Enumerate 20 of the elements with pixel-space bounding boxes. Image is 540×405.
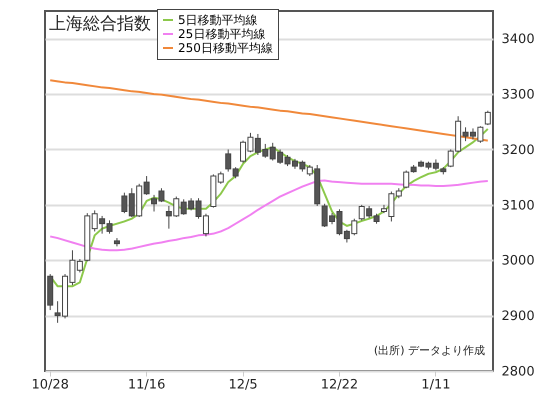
annotation: (出所) データより作成 (374, 344, 485, 357)
candlestick (484, 110, 491, 126)
legend-label: 5日移動平均線 (178, 13, 258, 27)
y-tick-label: 2900 (502, 309, 535, 324)
x-tick-label: 12/5 (228, 378, 258, 392)
x-tick-label: 1/11 (421, 378, 450, 392)
x-tick-label: 11/16 (128, 378, 166, 392)
x-tick-label: 10/28 (31, 378, 69, 392)
legend-label: 250日移動平均線 (178, 41, 273, 55)
y-tick-label: 3400 (502, 32, 535, 48)
legend-label: 25日移動平均線 (178, 27, 266, 41)
line-series (49, 79, 489, 142)
y-tick-label: 3000 (502, 254, 535, 269)
y-tick-label: 3100 (502, 198, 535, 214)
y-tick-label: 3300 (502, 88, 535, 103)
y-tick-label: 2800 (502, 364, 535, 380)
y-tick-label: 3200 (502, 142, 535, 158)
line-series (49, 179, 489, 252)
x-tick-label: 12/22 (320, 378, 358, 392)
chart-title: 上海総合指数 (49, 14, 151, 34)
